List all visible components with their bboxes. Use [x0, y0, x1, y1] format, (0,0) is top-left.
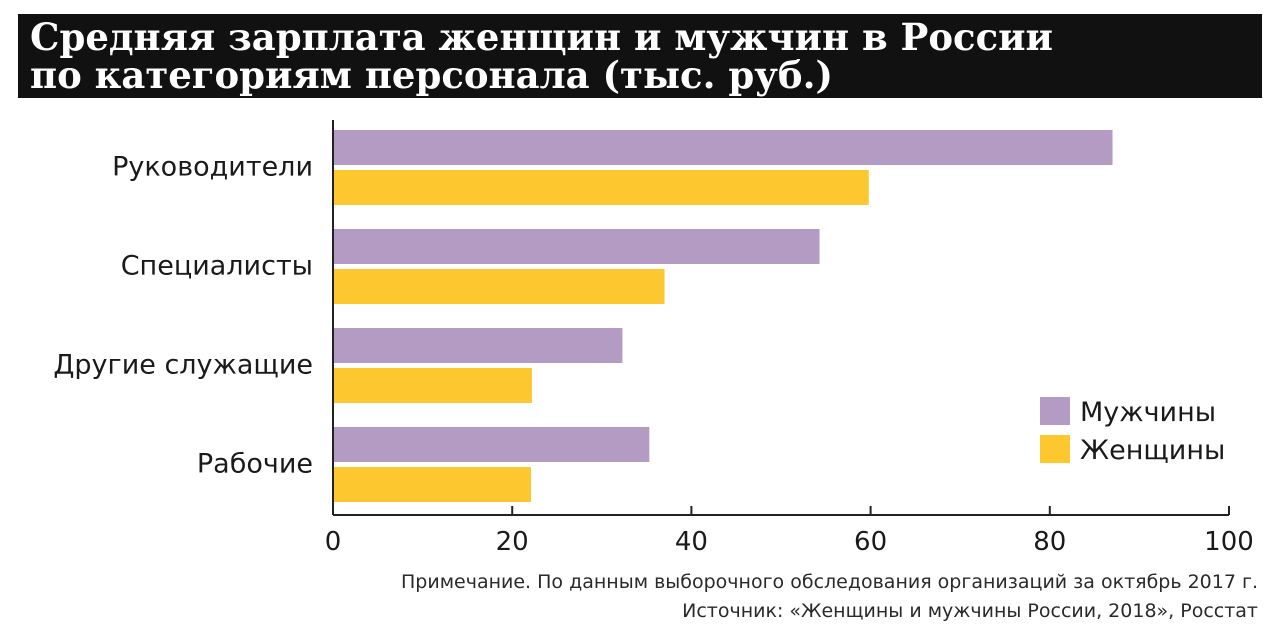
legend-swatch-men	[1040, 397, 1070, 425]
bar-women	[333, 467, 532, 502]
bar-women	[333, 269, 665, 304]
category-label: Руководители	[112, 152, 313, 183]
bar-men	[333, 130, 1113, 165]
legend-label: Женщины	[1080, 435, 1225, 466]
bar-men	[333, 328, 623, 363]
x-tick-label: 80	[1033, 527, 1066, 557]
legend-label: Мужчины	[1080, 397, 1216, 428]
category-label: Специалисты	[121, 251, 313, 282]
bar-men	[333, 427, 650, 462]
category-label: Другие служащие	[53, 350, 313, 381]
chart-note: Примечание. По данным выборочного обслед…	[401, 571, 1258, 593]
x-tick-label: 0	[325, 527, 342, 557]
bar-women	[333, 368, 532, 403]
bar-women	[333, 170, 869, 205]
x-tick-label: 100	[1204, 527, 1254, 557]
x-tick-label: 40	[675, 527, 708, 557]
chart-source: Источник: «Женщины и мужчины России, 201…	[682, 600, 1258, 622]
legend-swatch-women	[1040, 435, 1070, 463]
title-banner: Средняя зарплата женщин и мужчин в Росси…	[18, 14, 1262, 98]
x-tick-label: 60	[854, 527, 887, 557]
chart-title-line-1: Средняя зарплата женщин и мужчин в Росси…	[30, 15, 1053, 59]
x-tick-label: 20	[496, 527, 529, 557]
chart-title-line-2: по категориям персонала (тыс. руб.)	[30, 53, 833, 97]
bar-men	[333, 229, 820, 264]
category-label: Рабочие	[197, 449, 313, 480]
